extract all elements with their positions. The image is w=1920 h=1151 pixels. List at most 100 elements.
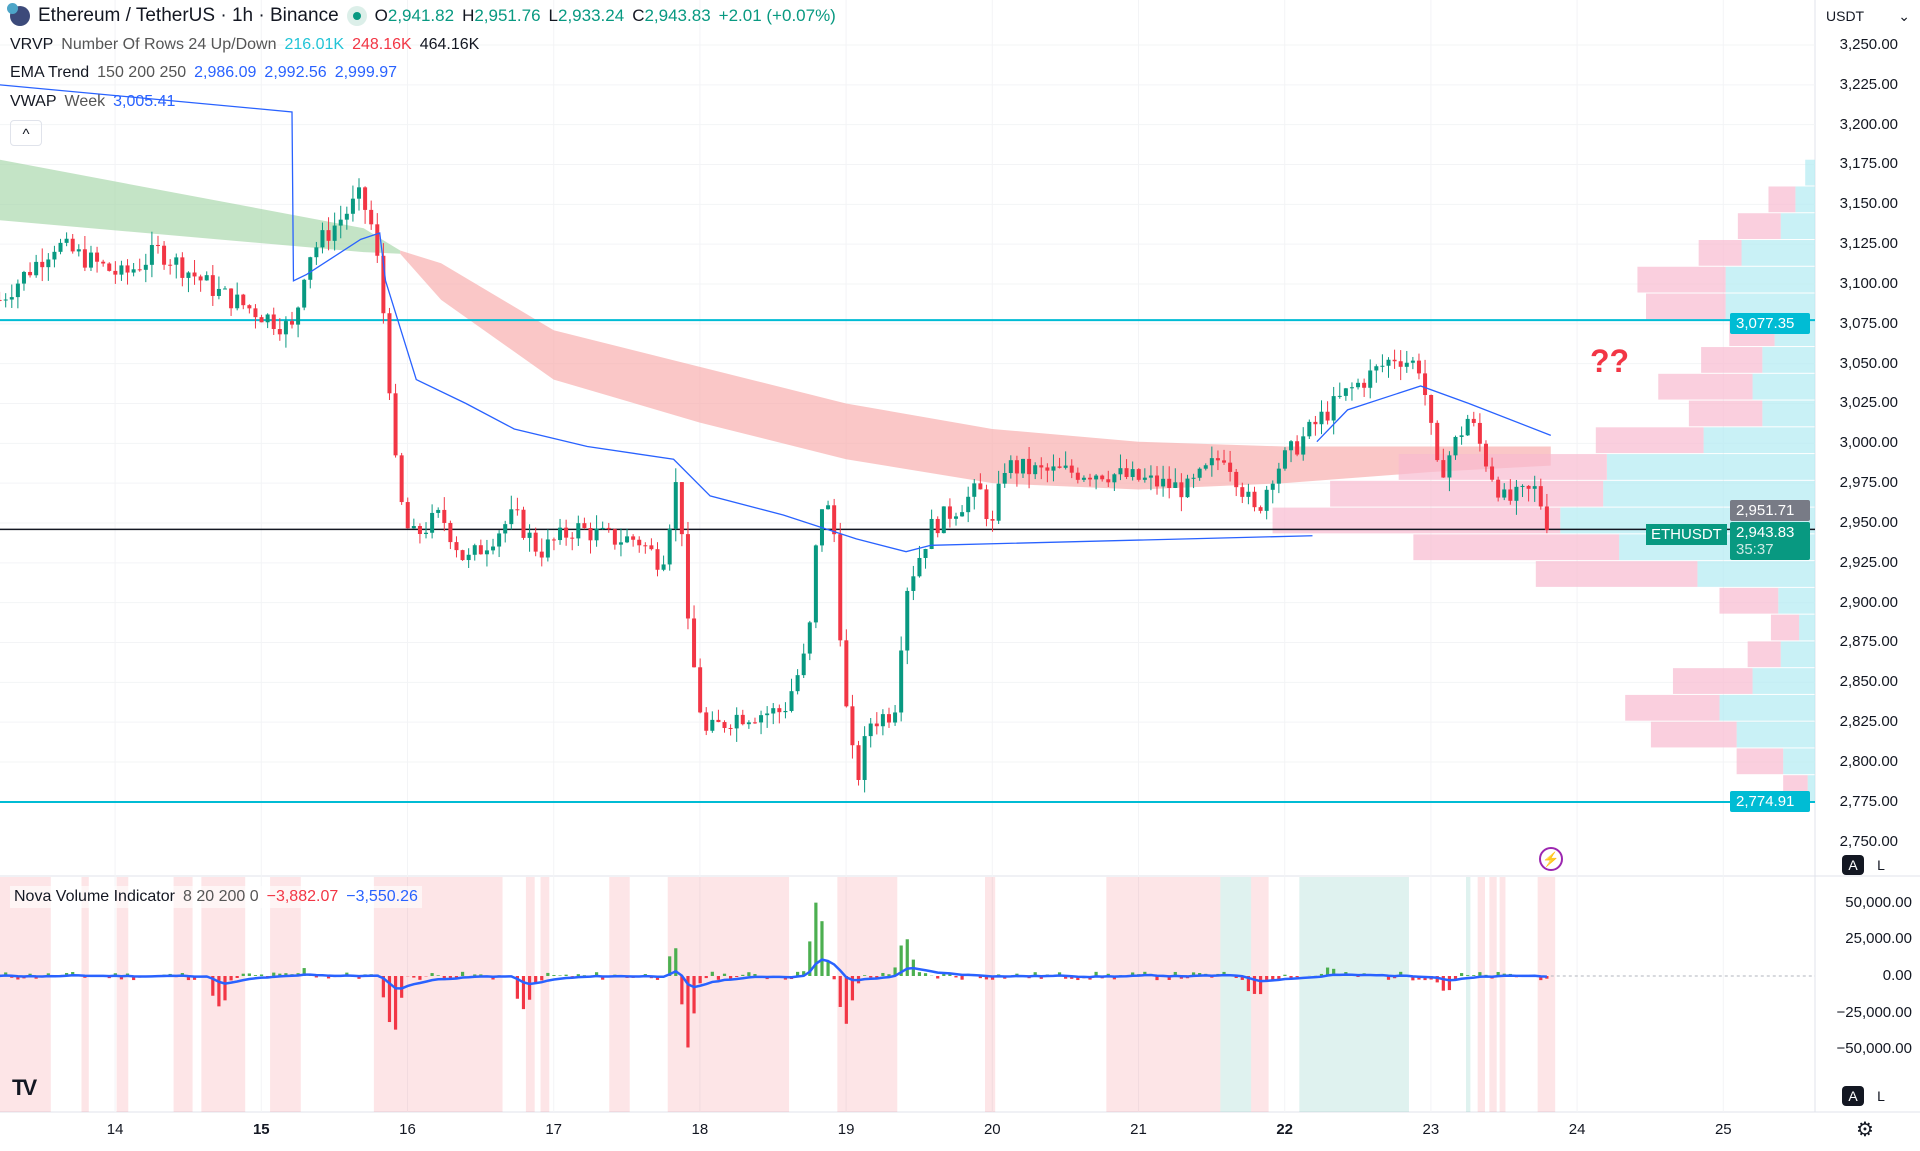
candle-body (241, 294, 246, 306)
price-axis-label: 2,875.00 (1839, 633, 1898, 651)
candle-body (149, 245, 154, 265)
bear-zone (609, 877, 630, 1112)
vwap-line (1316, 385, 1552, 443)
candle-body (655, 549, 660, 570)
tradingview-logo-icon: TV (12, 1075, 37, 1100)
candle-body (1471, 418, 1476, 423)
vrvp-up-bar (1719, 694, 1815, 721)
candle-body (551, 539, 556, 541)
vrvp-down-bar (1535, 561, 1698, 587)
vrvp-up-bar (1741, 239, 1815, 266)
time-axis-label: 16 (399, 1121, 416, 1138)
volume-histogram-bar (954, 976, 958, 978)
candle-body (1325, 411, 1330, 421)
time-axis-label: 14 (106, 1121, 124, 1138)
vrvp-down-bar (1646, 293, 1726, 320)
nova-legend[interactable]: Nova Volume Indicator 8 20 200 0 −3,882.07… (10, 886, 422, 908)
market-status-icon (346, 6, 367, 26)
candle-body (192, 272, 197, 277)
volume-histogram-bar (722, 973, 727, 976)
currency-dropdown[interactable]: USDT ⌄ (1818, 4, 1918, 30)
volume-histogram-bar (259, 974, 264, 976)
candle-body (905, 590, 910, 651)
candle-body (265, 314, 270, 323)
candle-body (369, 209, 374, 225)
candle-body (1435, 422, 1440, 461)
candle-body (539, 551, 544, 558)
log-scale-button[interactable]: L (1877, 857, 1885, 873)
collapse-legend-button[interactable]: ^ (10, 120, 42, 146)
candle-body (606, 527, 611, 530)
candle-body (1161, 478, 1166, 487)
candle-body (1027, 458, 1032, 475)
candle-body (1075, 472, 1080, 480)
candle-body (1282, 450, 1287, 469)
candle-body (424, 532, 429, 535)
candle-body (0, 299, 2, 301)
price-axis-label: 3,000.00 (1839, 434, 1898, 452)
volume-histogram-bar (1131, 972, 1135, 976)
candle-body (1337, 395, 1342, 397)
volume-histogram-bar (479, 974, 483, 976)
ema-legend[interactable]: EMA Trend 150 200 250 2,986.09 2,992.56 2,9… (10, 64, 397, 82)
vrvp-up-bar (1807, 775, 1815, 801)
candle-body (454, 542, 459, 551)
time-axis-label: 25 (1714, 1121, 1732, 1138)
vrvp-legend[interactable]: VRVP Number Of Rows 24 Up/Down 216.01K 248… (10, 36, 479, 54)
candle-body (704, 712, 709, 731)
candle-body (40, 261, 45, 268)
candle-body (716, 719, 721, 723)
nova-params: 8 20 200 0 (182, 888, 259, 905)
candle-body (326, 230, 331, 241)
volume-histogram-bar (229, 976, 233, 981)
volume-histogram-bar (1277, 976, 1281, 980)
candle-body (990, 519, 995, 521)
lightning-icon[interactable]: ⚡ (1539, 847, 1563, 871)
volume-histogram-bar (558, 975, 562, 976)
candle-body (850, 706, 855, 746)
volume-histogram-bar (527, 976, 532, 1000)
vwap-legend[interactable]: VWAP Week 3,005.41 (10, 93, 175, 111)
candle-body (247, 305, 252, 309)
price-axis-label: 3,125.00 (1839, 235, 1898, 253)
volume-histogram-bar (1441, 976, 1445, 991)
volume-histogram-bar (747, 972, 751, 976)
ema-v1: 2,986.09 (194, 64, 257, 81)
volume-histogram-bar (820, 921, 824, 976)
candle-body (1502, 489, 1507, 498)
volume-histogram-bar (1234, 976, 1238, 978)
symbol-title[interactable]: Ethereum / TetherUS · 1h · Binance (38, 5, 339, 26)
candle-body (734, 714, 739, 729)
candle-body (1173, 482, 1178, 488)
settings-gear-icon[interactable]: ⚙ (1856, 1119, 1874, 1141)
volume-histogram-bar (863, 975, 867, 976)
candle-body (1118, 468, 1123, 475)
candle-body (978, 483, 983, 490)
candle-body (1416, 360, 1421, 374)
price-axis-label: 3,150.00 (1839, 195, 1898, 213)
candle-body (1155, 475, 1160, 487)
indicator-auto-scale-button[interactable]: A (1842, 1086, 1864, 1106)
vrvp-up-bar (1795, 186, 1815, 213)
candle-body (478, 545, 483, 555)
candle-body (1136, 469, 1141, 480)
candle-body (1051, 466, 1056, 471)
vrvp-up-bar (1697, 561, 1815, 587)
volume-histogram-bar (387, 976, 392, 1023)
candle-body (363, 187, 368, 210)
eth-logo-icon (7, 3, 30, 26)
candle-body (917, 557, 922, 577)
candle-body (1423, 373, 1428, 396)
candle-body (643, 545, 648, 547)
volume-histogram-bar (1173, 971, 1177, 976)
volume-histogram-bar (1386, 976, 1391, 980)
volume-histogram-bar (832, 976, 836, 980)
bear-zone (540, 877, 550, 1112)
question-annotation: ?? (1590, 343, 1630, 379)
candle-body (1441, 460, 1446, 478)
low-value: 2,933.24 (558, 6, 625, 25)
indicator-log-scale-button[interactable]: L (1877, 1088, 1885, 1104)
bear-zone (270, 877, 301, 1112)
auto-scale-button[interactable]: A (1842, 855, 1864, 875)
